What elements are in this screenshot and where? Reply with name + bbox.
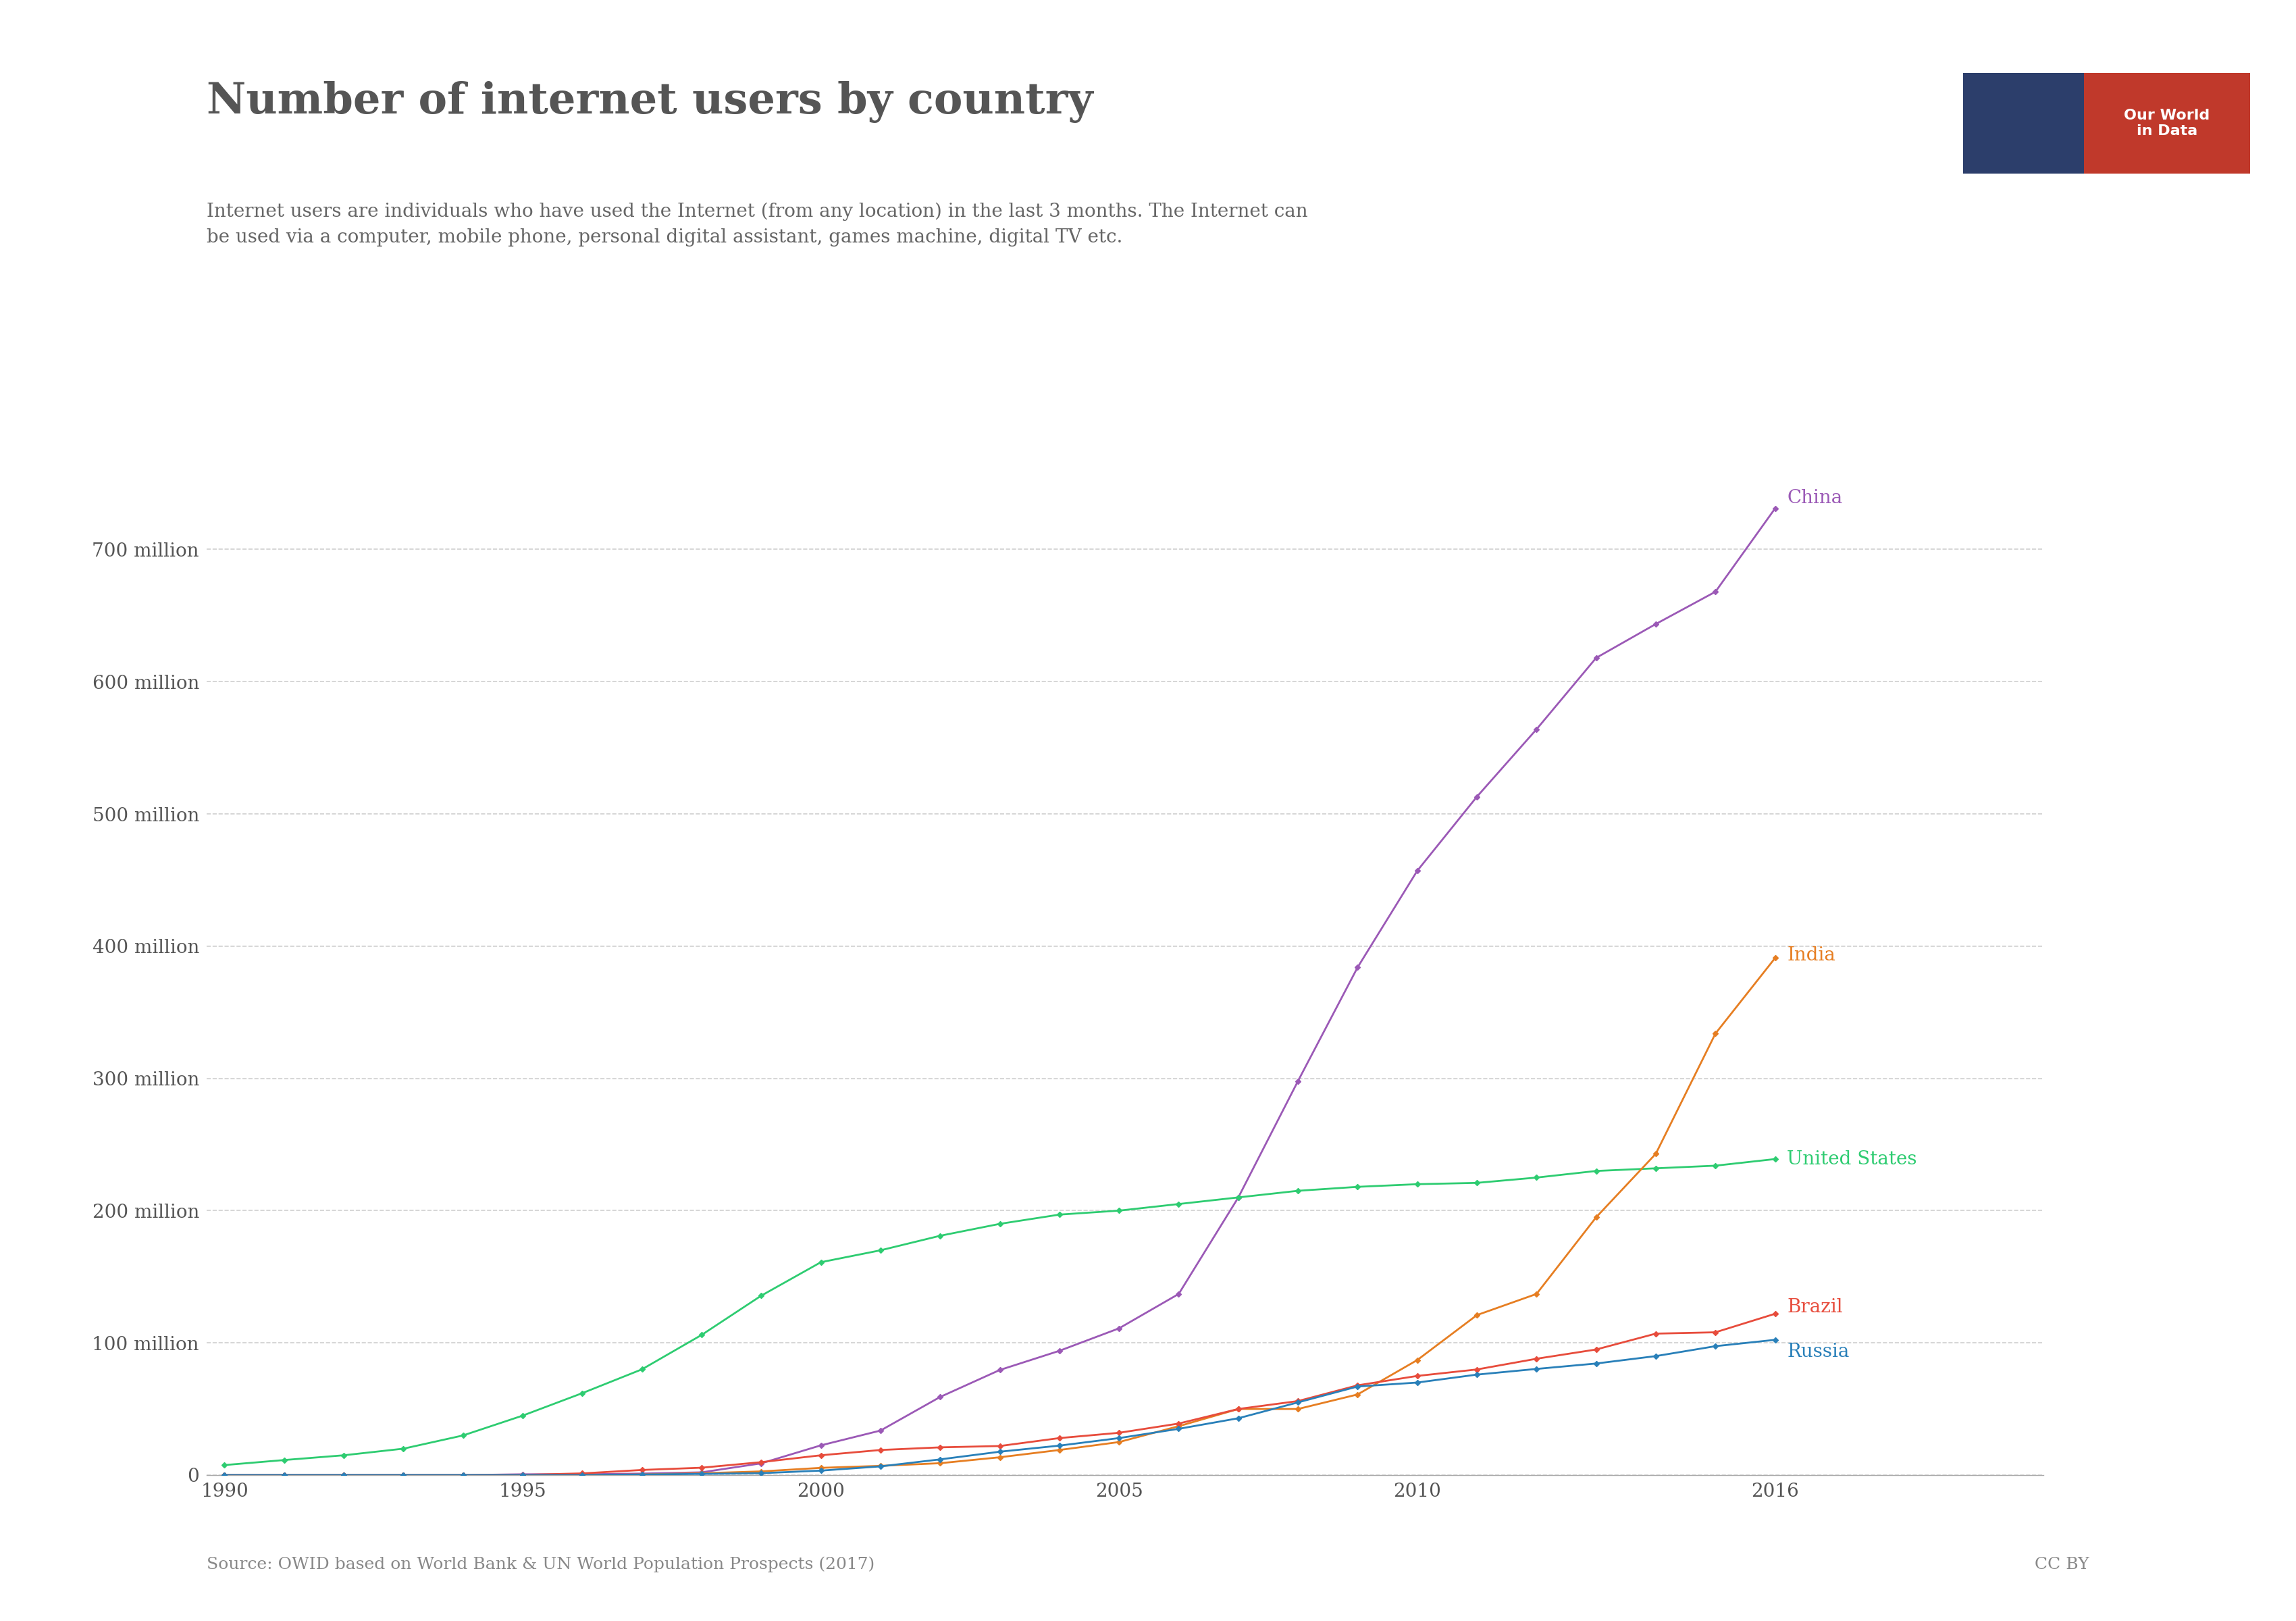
- Text: United States: United States: [1786, 1149, 1917, 1169]
- Text: India: India: [1786, 947, 1835, 964]
- Text: Source: OWID based on World Bank & UN World Population Prospects (2017): Source: OWID based on World Bank & UN Wo…: [207, 1556, 875, 1572]
- Text: Number of internet users by country: Number of internet users by country: [207, 81, 1093, 123]
- Text: CC BY: CC BY: [2034, 1556, 2089, 1572]
- Text: Our World
in Data: Our World in Data: [2124, 109, 2209, 138]
- Text: Russia: Russia: [1786, 1342, 1848, 1362]
- Text: China: China: [1786, 490, 1844, 507]
- Text: Brazil: Brazil: [1786, 1298, 1844, 1316]
- Text: Internet users are individuals who have used the Internet (from any location) in: Internet users are individuals who have …: [207, 203, 1309, 246]
